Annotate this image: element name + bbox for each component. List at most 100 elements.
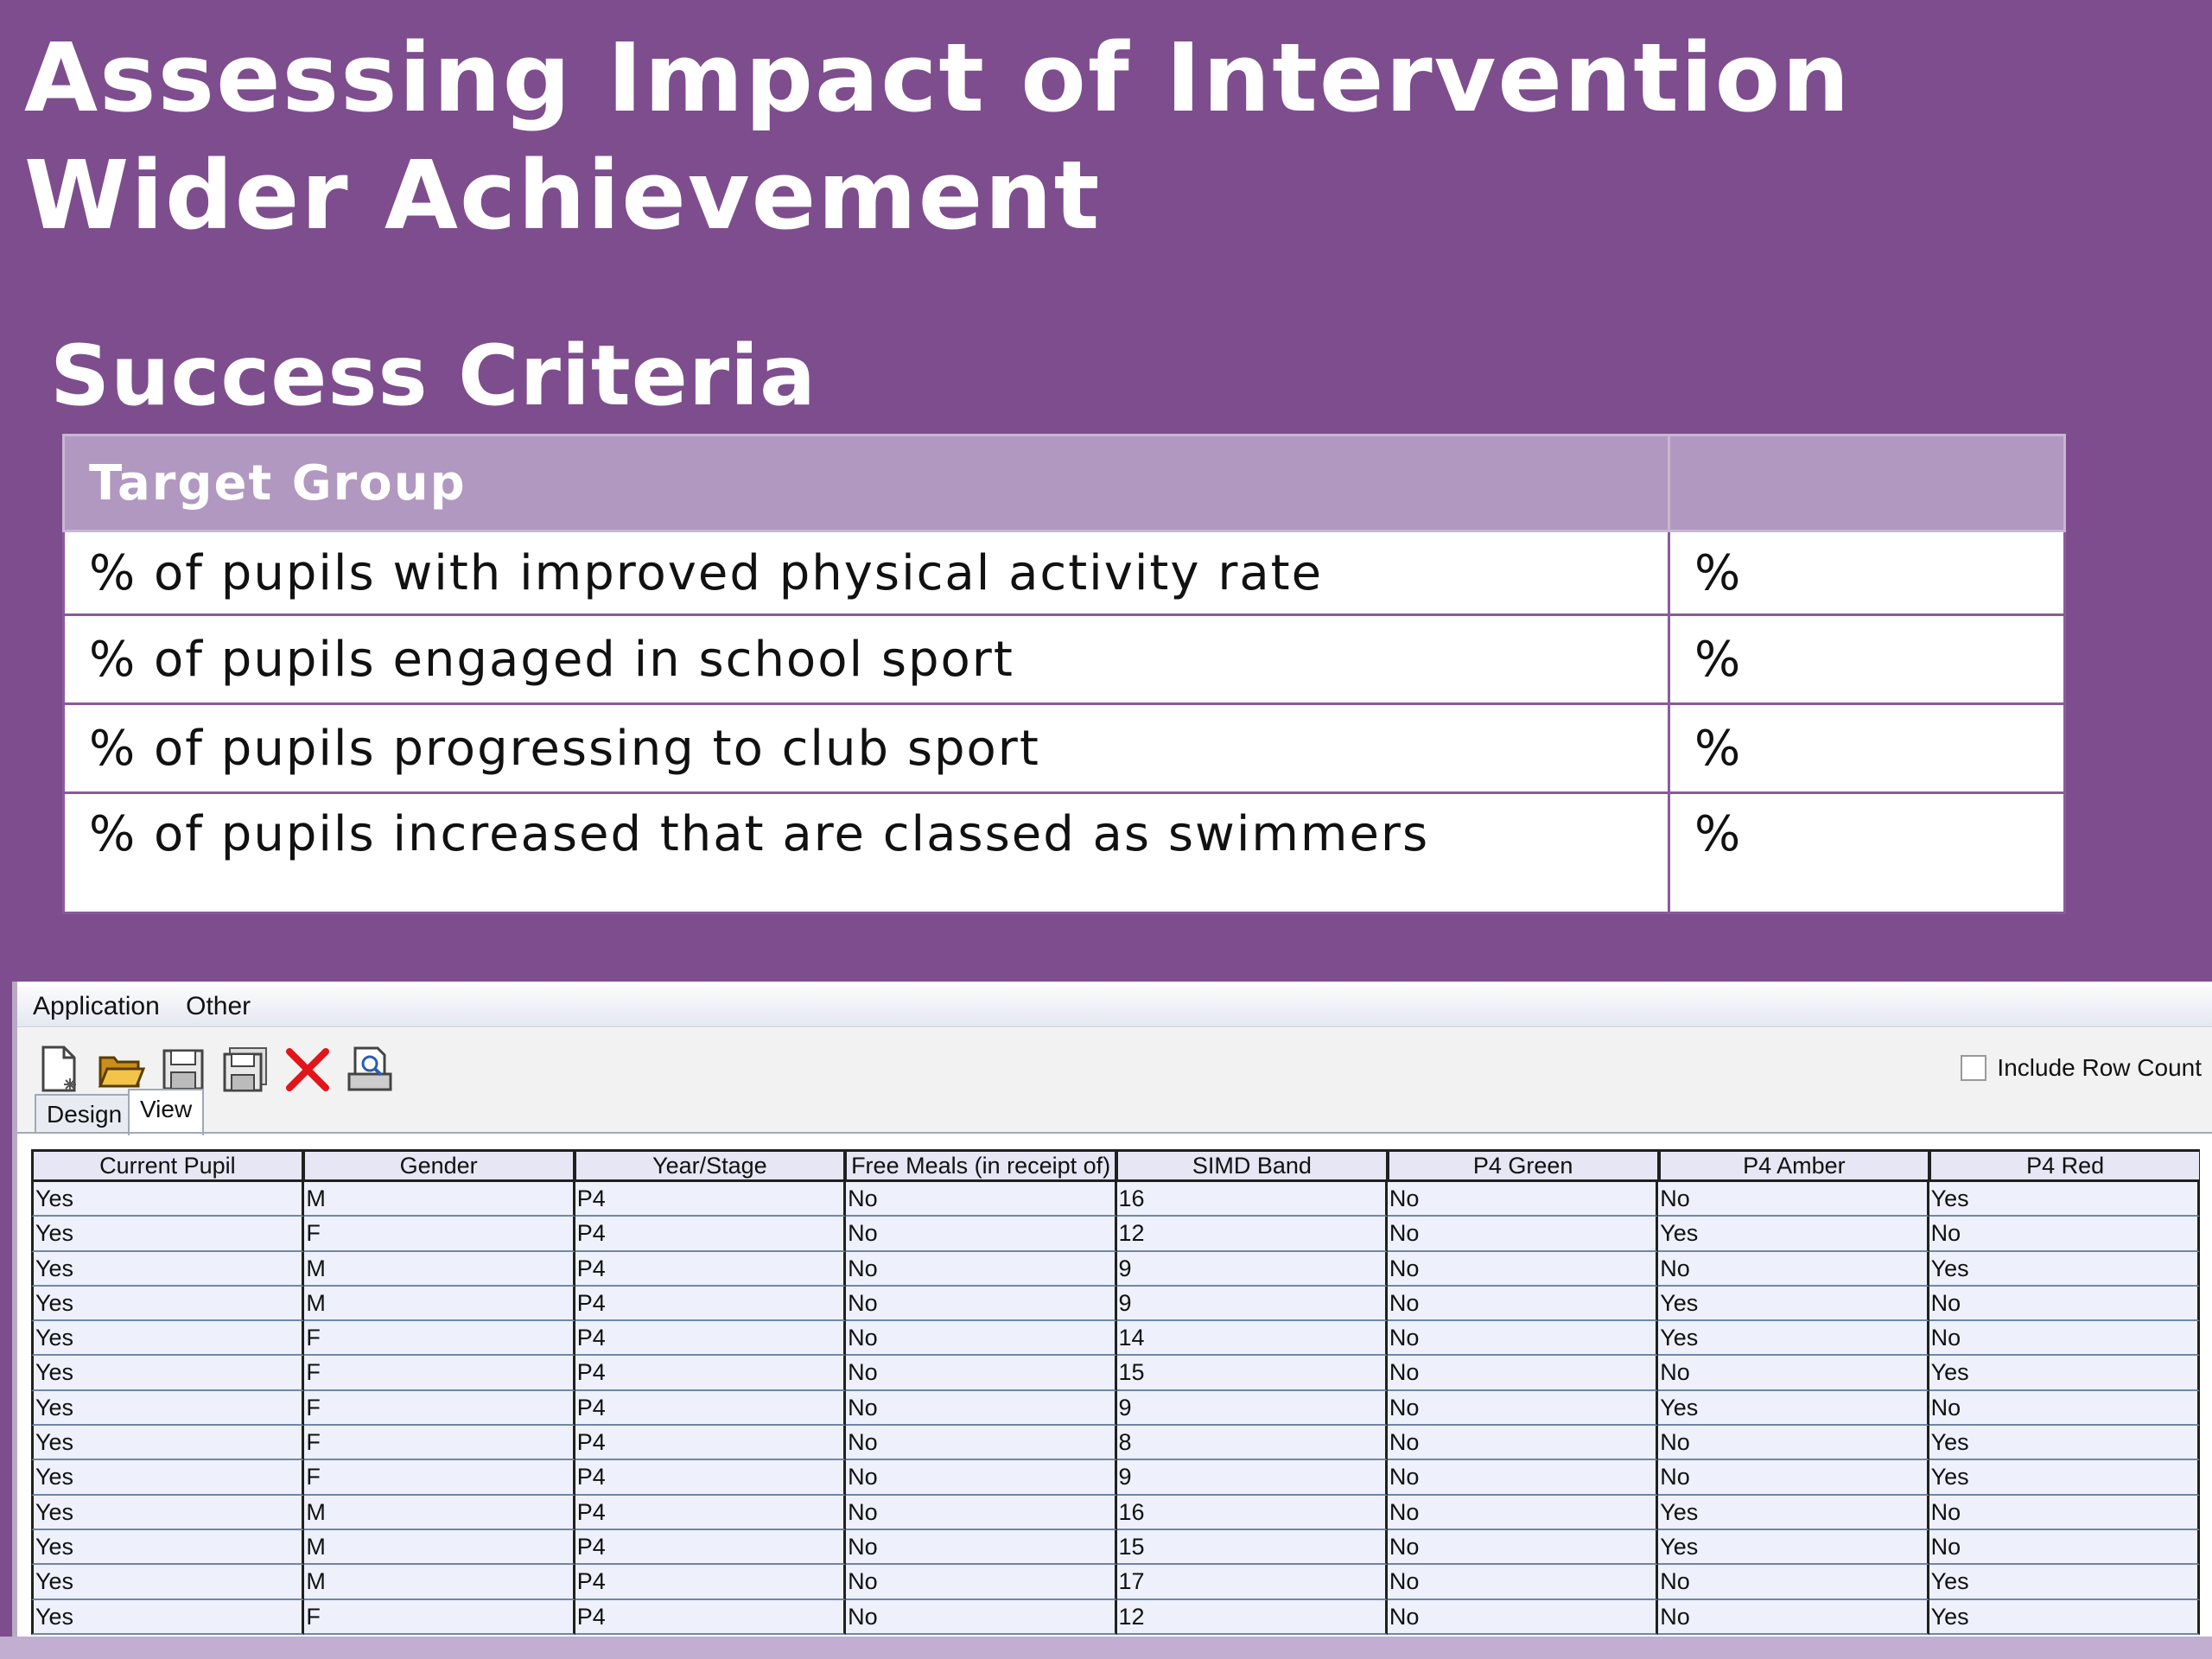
grid-cell[interactable]: F — [304, 1426, 575, 1461]
grid-cell[interactable]: No — [846, 1529, 1117, 1566]
table-row[interactable]: Yes F P4 No 15 No No Yes — [31, 1356, 2200, 1391]
column-header[interactable]: Year/Stage — [573, 1149, 845, 1182]
grid-cell[interactable]: P4 — [575, 1565, 847, 1600]
grid-cell[interactable]: 15 — [1116, 1529, 1388, 1566]
grid-cell[interactable]: No — [846, 1565, 1117, 1600]
grid-cell[interactable]: Yes — [31, 1599, 305, 1635]
grid-cell[interactable]: Yes — [1929, 1356, 2200, 1391]
grid-cell[interactable]: P4 — [575, 1182, 847, 1217]
grid-cell[interactable]: F — [304, 1321, 575, 1357]
table-row[interactable]: Yes F P4 No 9 No No Yes — [31, 1460, 2200, 1496]
table-row[interactable]: Yes F P4 No 8 No No Yes — [31, 1426, 2200, 1461]
grid-cell[interactable]: No — [1929, 1495, 2200, 1530]
grid-cell[interactable]: 17 — [1116, 1565, 1388, 1600]
grid-cell[interactable]: Yes — [1658, 1529, 1929, 1566]
grid-cell[interactable]: No — [1387, 1182, 1659, 1217]
grid-cell[interactable]: No — [1387, 1390, 1659, 1427]
table-row[interactable]: Yes M P4 No 9 No Yes No — [31, 1286, 2200, 1322]
grid-cell[interactable]: No — [846, 1599, 1117, 1635]
grid-cell[interactable]: P4 — [575, 1529, 847, 1566]
grid-cell[interactable]: 16 — [1116, 1495, 1388, 1530]
menu-application[interactable]: Application — [33, 992, 160, 1020]
grid-cell[interactable]: P4 — [575, 1495, 847, 1530]
table-row[interactable]: Yes F P4 No 9 No Yes No — [31, 1390, 2200, 1427]
grid-cell[interactable]: No — [1929, 1390, 2200, 1427]
column-header[interactable]: SIMD Band — [1116, 1149, 1387, 1182]
column-header[interactable]: Current Pupil — [31, 1149, 302, 1182]
column-header[interactable]: P4 Red — [1929, 1149, 2200, 1182]
grid-cell[interactable]: No — [1387, 1565, 1659, 1600]
grid-cell[interactable]: Yes — [1929, 1426, 2200, 1461]
grid-cell[interactable]: P4 — [575, 1426, 847, 1461]
column-header[interactable]: Free Meals (in receipt of) — [844, 1149, 1116, 1182]
grid-cell[interactable]: No — [846, 1286, 1117, 1322]
grid-cell[interactable]: No — [1387, 1599, 1659, 1635]
grid-cell[interactable]: No — [1387, 1251, 1659, 1287]
grid-cell[interactable]: No — [1658, 1599, 1929, 1635]
open-folder-icon[interactable] — [97, 1046, 145, 1094]
grid-cell[interactable]: M — [304, 1495, 575, 1530]
grid-cell[interactable]: 15 — [1116, 1356, 1388, 1391]
grid-cell[interactable]: No — [1658, 1460, 1929, 1496]
include-row-count-checkbox[interactable] — [1961, 1055, 1987, 1081]
grid-cell[interactable]: F — [304, 1356, 575, 1391]
grid-cell[interactable]: Yes — [31, 1356, 305, 1391]
grid-cell[interactable]: 9 — [1116, 1251, 1388, 1287]
menu-other[interactable]: Other — [186, 992, 251, 1020]
table-row[interactable]: Yes M P4 No 15 No Yes No — [31, 1529, 2200, 1566]
grid-cell[interactable]: No — [1387, 1529, 1659, 1566]
grid-cell[interactable]: Yes — [1929, 1460, 2200, 1496]
tab-design[interactable]: Design — [35, 1094, 135, 1134]
grid-cell[interactable]: No — [1929, 1286, 2200, 1322]
table-row[interactable]: Yes F P4 No 12 No Yes No — [31, 1217, 2200, 1252]
grid-cell[interactable]: No — [1387, 1356, 1659, 1391]
grid-cell[interactable]: F — [304, 1217, 575, 1252]
new-document-icon[interactable] — [35, 1046, 83, 1094]
grid-cell[interactable]: No — [846, 1217, 1117, 1252]
grid-cell[interactable]: P4 — [575, 1286, 847, 1322]
grid-cell[interactable]: Yes — [31, 1495, 305, 1530]
grid-cell[interactable]: Yes — [1658, 1217, 1929, 1252]
grid-cell[interactable]: No — [1387, 1321, 1659, 1357]
grid-cell[interactable]: M — [304, 1251, 575, 1287]
grid-cell[interactable]: M — [304, 1286, 575, 1322]
grid-cell[interactable]: No — [846, 1426, 1117, 1461]
tab-view[interactable]: View — [128, 1089, 205, 1135]
grid-cell[interactable]: Yes — [31, 1390, 305, 1427]
grid-cell[interactable]: 12 — [1116, 1217, 1388, 1252]
grid-cell[interactable]: 14 — [1116, 1321, 1388, 1357]
grid-cell[interactable]: M — [304, 1182, 575, 1217]
table-row[interactable]: Yes M P4 No 17 No No Yes — [31, 1565, 2200, 1600]
grid-cell[interactable]: P4 — [575, 1390, 847, 1427]
grid-cell[interactable]: No — [1929, 1529, 2200, 1566]
delete-icon[interactable] — [283, 1046, 332, 1094]
grid-cell[interactable]: No — [1929, 1217, 2200, 1252]
grid-cell[interactable]: 9 — [1116, 1286, 1388, 1322]
grid-cell[interactable]: No — [846, 1356, 1117, 1391]
grid-cell[interactable]: Yes — [1929, 1599, 2200, 1635]
grid-cell[interactable]: Yes — [31, 1529, 305, 1566]
table-row[interactable]: Yes F P4 No 12 No No Yes — [31, 1599, 2200, 1635]
grid-cell[interactable]: 12 — [1116, 1599, 1388, 1635]
grid-cell[interactable]: P4 — [575, 1321, 847, 1357]
grid-cell[interactable]: No — [1387, 1217, 1659, 1252]
grid-cell[interactable]: 9 — [1116, 1460, 1388, 1496]
grid-cell[interactable]: No — [846, 1321, 1117, 1357]
table-row[interactable]: Yes F P4 No 14 No Yes No — [31, 1321, 2200, 1357]
grid-cell[interactable]: No — [1387, 1286, 1659, 1322]
grid-cell[interactable]: No — [846, 1495, 1117, 1530]
grid-cell[interactable]: No — [1387, 1495, 1659, 1530]
grid-cell[interactable]: P4 — [575, 1356, 847, 1391]
grid-cell[interactable]: 8 — [1116, 1426, 1388, 1461]
grid-cell[interactable]: Yes — [1658, 1390, 1929, 1427]
grid-cell[interactable]: F — [304, 1460, 575, 1496]
grid-cell[interactable]: F — [304, 1390, 575, 1427]
grid-cell[interactable]: No — [1658, 1182, 1929, 1217]
grid-cell[interactable]: No — [846, 1251, 1117, 1287]
grid-cell[interactable]: No — [846, 1460, 1117, 1496]
column-header[interactable]: P4 Amber — [1657, 1149, 1929, 1182]
grid-cell[interactable]: Yes — [31, 1460, 305, 1496]
column-header[interactable]: Gender — [302, 1149, 574, 1182]
grid-cell[interactable]: P4 — [575, 1251, 847, 1287]
grid-cell[interactable]: Yes — [31, 1251, 305, 1287]
